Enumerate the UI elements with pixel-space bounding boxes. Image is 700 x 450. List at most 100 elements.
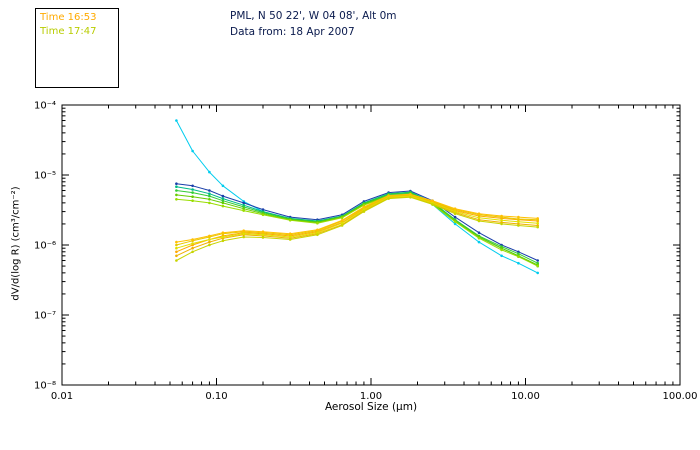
- plot-header: PML, N 50 22', W 04 08', Alt 0m Data fro…: [230, 8, 397, 40]
- x-axis-label: Aerosol Size (μm): [324, 401, 418, 413]
- series-t1653-olive: [176, 196, 538, 261]
- series-point: [536, 264, 539, 268]
- series-point: [242, 235, 245, 239]
- series-point: [362, 205, 366, 209]
- series-point: [208, 243, 211, 247]
- series-point: [191, 250, 194, 254]
- series-point: [477, 216, 481, 220]
- series-point: [477, 240, 481, 244]
- series-t1653-orange: [176, 195, 538, 253]
- x-tick-label: 100.00: [663, 391, 698, 402]
- series-point: [175, 185, 178, 188]
- series-point: [175, 250, 178, 254]
- series-t1747-navy: [176, 183, 538, 261]
- series-t1747-yellowgreen: [176, 193, 538, 266]
- series-point: [191, 149, 194, 153]
- series-point: [536, 221, 539, 225]
- series-point: [208, 234, 211, 238]
- series-point: [517, 250, 520, 254]
- legend-entry-1: Time 16:53: [40, 12, 97, 23]
- y-tick-label: 10⁻⁶: [34, 241, 56, 252]
- series-point: [536, 259, 539, 262]
- header-date: Data from: 18 Apr 2007: [230, 26, 355, 38]
- series-point: [387, 197, 390, 200]
- series-point: [208, 194, 211, 198]
- series-point: [191, 195, 194, 198]
- series-point: [536, 217, 539, 220]
- series-point: [242, 229, 245, 232]
- plot-frame: [61, 104, 681, 386]
- series-point: [175, 193, 178, 197]
- series-point: [221, 194, 225, 198]
- series-point: [409, 193, 412, 196]
- series-point: [191, 246, 194, 250]
- series-point: [175, 240, 178, 244]
- series-point: [517, 261, 520, 265]
- series-point: [242, 201, 245, 205]
- series-point: [221, 201, 225, 205]
- series-point: [500, 222, 503, 226]
- series-point: [431, 199, 434, 202]
- series-point: [453, 210, 457, 213]
- series-point: [208, 170, 211, 174]
- series-point: [175, 246, 178, 250]
- series-point: [175, 198, 178, 201]
- series-point: [517, 217, 520, 221]
- series-point: [517, 224, 520, 227]
- series-point: [316, 221, 319, 225]
- series-point: [316, 228, 319, 232]
- series-point: [362, 210, 366, 213]
- y-tick-label: 10⁻⁵: [34, 171, 56, 182]
- series-point: [175, 254, 178, 258]
- series-point: [221, 197, 225, 200]
- series-point: [191, 184, 194, 188]
- series-point: [261, 213, 265, 217]
- series-point: [477, 212, 481, 215]
- series-point: [191, 188, 194, 191]
- series-point: [340, 224, 344, 227]
- series-point: [208, 198, 211, 201]
- series-point: [453, 220, 457, 223]
- series-point: [387, 194, 390, 197]
- series-point: [208, 201, 211, 205]
- series-point: [208, 240, 211, 244]
- series-t1653-amber: [176, 196, 538, 257]
- series-point: [288, 235, 292, 239]
- x-tick-label: 10.00: [511, 391, 540, 402]
- series-point: [175, 243, 178, 247]
- series-point: [288, 219, 292, 222]
- series-t1653-gold: [176, 194, 538, 246]
- series-t1747-green: [176, 190, 538, 264]
- series-point: [221, 204, 225, 208]
- series-point: [175, 189, 178, 192]
- series-point: [453, 222, 457, 226]
- series-point: [208, 192, 211, 195]
- series-point: [453, 215, 457, 219]
- series-point: [362, 208, 366, 211]
- series-point: [340, 221, 344, 225]
- legend-box: Time 16:53 Time 17:47: [35, 8, 119, 88]
- series-point: [453, 207, 457, 210]
- series-point: [477, 219, 481, 223]
- series-point: [221, 231, 225, 234]
- series-point: [536, 225, 539, 229]
- series-t1747-lime: [176, 193, 538, 267]
- series-point: [221, 184, 225, 188]
- series-point: [221, 235, 225, 239]
- series-point: [340, 216, 344, 220]
- series-point: [175, 182, 178, 185]
- series-point: [517, 252, 520, 255]
- series-point: [431, 203, 434, 206]
- series-point: [500, 248, 503, 252]
- series-point: [477, 236, 481, 240]
- series-point: [409, 196, 412, 199]
- series-point: [191, 199, 194, 202]
- series-t1653-yellow: [176, 195, 538, 249]
- series-point: [242, 207, 245, 210]
- series-point: [191, 238, 194, 241]
- series-point: [261, 233, 265, 237]
- series-point: [191, 191, 194, 194]
- series-t1653-orange2: [176, 193, 538, 243]
